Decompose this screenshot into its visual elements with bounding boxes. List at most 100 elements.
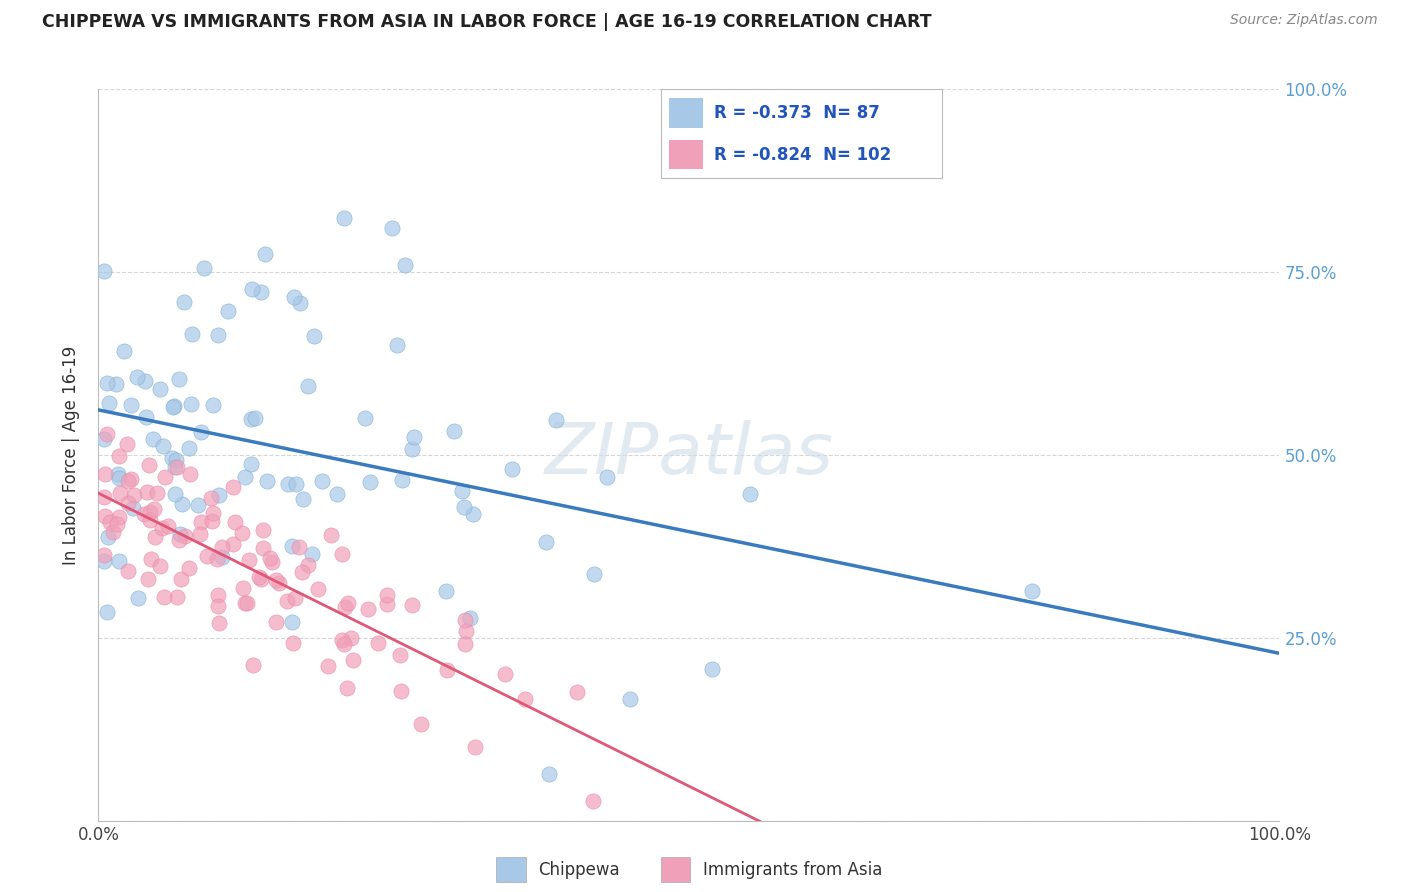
Point [336,681,359,696]
Point [377,597,399,611]
Point [262,555,284,569]
Point [139,505,162,519]
Point [153,469,176,483]
Point [494,667,516,681]
Text: Chippewa: Chippewa [538,861,620,879]
Point [333,211,356,225]
Point [224,516,246,530]
Text: R = -0.373  N= 87: R = -0.373 N= 87 [714,103,880,122]
Point [391,473,413,487]
Point [307,582,329,597]
Point [409,716,432,731]
Point [537,767,560,781]
Point [127,591,149,605]
Point [311,474,333,488]
Point [105,517,128,532]
Point [93,490,115,504]
Point [404,430,426,444]
Point [434,584,457,599]
Point [180,397,202,411]
Point [179,467,201,481]
Point [333,637,356,651]
Point [105,377,128,392]
Point [211,540,233,554]
Text: Source: ZipAtlas.com: Source: ZipAtlas.com [1230,13,1378,28]
Point [250,285,273,300]
Point [120,472,142,486]
Text: ZIPatlas: ZIPatlas [544,420,834,490]
Point [266,573,288,587]
Point [97,395,120,409]
Point [389,648,412,663]
Point [93,264,115,278]
Point [136,572,159,586]
Point [188,527,211,541]
Point [335,599,357,614]
Point [375,588,398,602]
Point [139,552,162,566]
Point [145,530,167,544]
Point [436,663,458,677]
Point [166,590,188,604]
Point [179,561,201,575]
Point [96,605,118,619]
Point [321,528,343,542]
Point [342,653,364,667]
Point [98,515,121,529]
Text: Immigrants from Asia: Immigrants from Asia [703,861,883,879]
Point [96,376,118,391]
Point [139,513,162,527]
Point [582,793,605,807]
Bar [661,857,690,882]
Point [619,691,641,706]
Point [93,467,115,481]
Point [120,398,142,412]
Point [277,476,299,491]
Point [243,411,266,425]
Bar [496,857,526,882]
Point [163,399,186,413]
Point [201,515,224,529]
Point [122,488,145,502]
Bar [669,98,703,128]
Point [174,529,197,543]
Point [740,487,762,501]
Text: R = -0.824  N= 102: R = -0.824 N= 102 [714,145,891,164]
Point [389,684,412,698]
Point [332,547,354,561]
Point [108,471,131,485]
Point [193,260,215,275]
Point [291,491,314,506]
Point [107,554,129,568]
Point [394,258,416,272]
Point [211,550,233,565]
Point [285,476,308,491]
Point [702,662,724,676]
Point [357,602,380,616]
Point [96,426,118,441]
Point [340,631,363,645]
Point [125,369,148,384]
Point [190,515,212,529]
Point [217,304,239,318]
Point [205,551,228,566]
Point [132,507,155,521]
Point [190,425,212,440]
Point [149,559,172,574]
Point [582,567,605,582]
Point [115,437,138,451]
Point [238,553,260,567]
Point [464,740,486,755]
Point [281,615,304,629]
Point [443,424,465,438]
Point [222,537,245,551]
Point [276,594,298,608]
Point [565,685,588,699]
Point [153,590,176,604]
Point [169,527,191,541]
Point [240,282,263,296]
Text: CHIPPEWA VS IMMIGRANTS FROM ASIA IN LABOR FORCE | AGE 16-19 CORRELATION CHART: CHIPPEWA VS IMMIGRANTS FROM ASIA IN LABO… [42,13,932,31]
Point [283,290,305,304]
Point [284,591,307,605]
Point [454,613,477,627]
